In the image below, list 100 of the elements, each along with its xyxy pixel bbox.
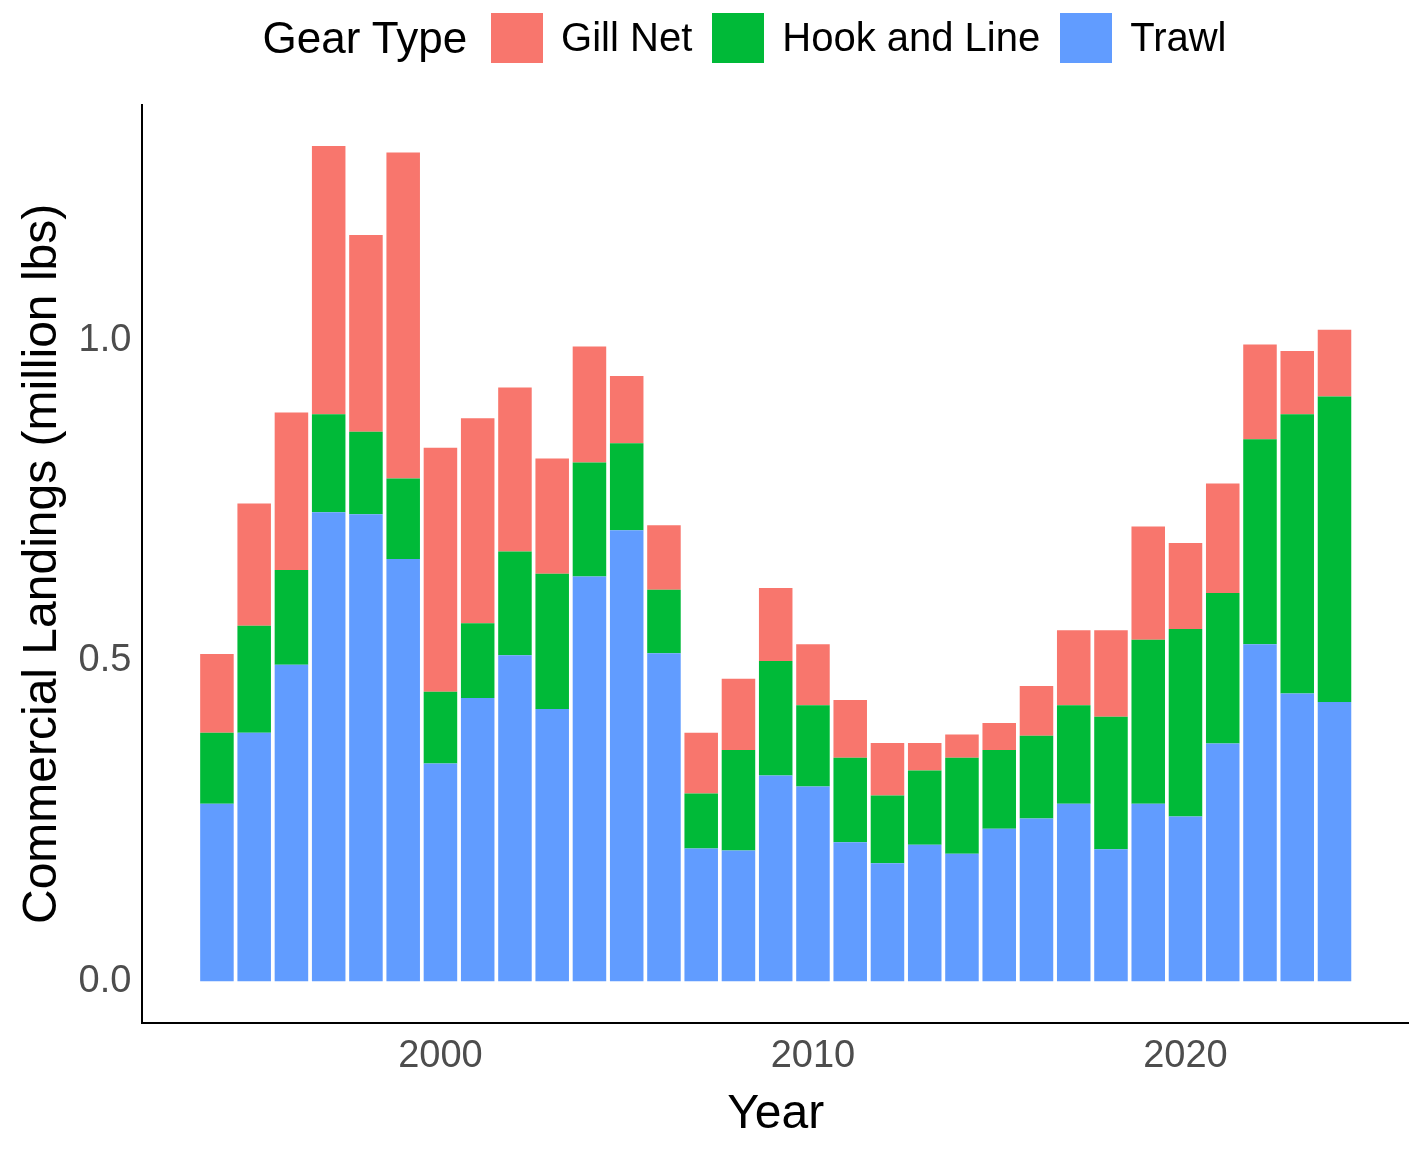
bar bbox=[609, 530, 644, 982]
bar bbox=[1317, 329, 1352, 397]
bar bbox=[423, 691, 458, 764]
bar bbox=[609, 375, 644, 444]
bar bbox=[1094, 716, 1128, 850]
bar bbox=[498, 387, 532, 552]
bar bbox=[796, 705, 830, 787]
bar bbox=[423, 447, 458, 692]
bar bbox=[1168, 628, 1203, 817]
bar bbox=[460, 623, 495, 699]
bar bbox=[1280, 414, 1315, 694]
bar bbox=[1243, 644, 1277, 982]
bar bbox=[796, 786, 830, 982]
bar bbox=[721, 850, 756, 982]
x-axis-title: Year bbox=[727, 1085, 825, 1139]
bar bbox=[870, 742, 905, 796]
bar bbox=[1205, 483, 1240, 594]
bar bbox=[1243, 439, 1277, 645]
bar bbox=[349, 235, 383, 432]
bar bbox=[684, 848, 718, 982]
bar bbox=[982, 828, 1016, 982]
bar bbox=[1056, 630, 1091, 706]
bar bbox=[311, 414, 346, 513]
bar bbox=[386, 559, 420, 982]
bar bbox=[945, 853, 979, 982]
bar bbox=[982, 749, 1016, 829]
bar bbox=[1168, 543, 1203, 629]
bar bbox=[460, 418, 495, 624]
bar bbox=[907, 844, 942, 982]
bar bbox=[647, 589, 681, 654]
bar bbox=[1168, 816, 1203, 982]
bar bbox=[833, 700, 867, 758]
bar bbox=[311, 145, 346, 415]
bar bbox=[1094, 630, 1128, 717]
bar bbox=[758, 775, 793, 982]
x-tick-label: 2010 bbox=[770, 1033, 856, 1076]
bar bbox=[945, 757, 979, 854]
bar bbox=[647, 653, 681, 982]
legend-label: Trawl bbox=[1130, 15, 1227, 60]
y-tick-label: 0.0 bbox=[78, 957, 132, 1000]
x-tick-label: 2000 bbox=[398, 1033, 483, 1076]
bar bbox=[684, 793, 718, 849]
bar bbox=[758, 660, 793, 776]
bar bbox=[274, 412, 309, 570]
bar bbox=[1317, 701, 1352, 982]
bar bbox=[572, 346, 607, 463]
bar bbox=[498, 551, 532, 656]
bar bbox=[1280, 693, 1315, 982]
bar bbox=[1019, 735, 1054, 819]
bar bbox=[237, 625, 271, 733]
bar bbox=[1131, 803, 1165, 982]
bar bbox=[758, 587, 793, 661]
bar bbox=[200, 803, 234, 982]
bar bbox=[423, 763, 458, 982]
bar bbox=[200, 732, 234, 804]
bar bbox=[833, 757, 867, 843]
bar bbox=[870, 863, 905, 982]
bar bbox=[1131, 526, 1165, 640]
bar bbox=[1205, 593, 1240, 744]
bar bbox=[721, 678, 756, 750]
bar bbox=[460, 698, 495, 982]
bar bbox=[535, 708, 569, 982]
bar bbox=[796, 644, 830, 706]
bar bbox=[349, 431, 383, 515]
bar bbox=[1056, 803, 1091, 982]
legend-title: Gear Type bbox=[262, 12, 468, 63]
bar bbox=[386, 152, 420, 479]
bar bbox=[1131, 639, 1165, 804]
bar bbox=[237, 503, 271, 626]
bar bbox=[349, 514, 383, 982]
bar bbox=[833, 842, 867, 982]
bar bbox=[274, 664, 309, 982]
bar bbox=[1205, 743, 1240, 982]
bar bbox=[200, 653, 234, 733]
x-tick-label: 2020 bbox=[1143, 1033, 1228, 1076]
bar bbox=[870, 795, 905, 864]
bar bbox=[386, 478, 420, 560]
bar bbox=[945, 734, 979, 758]
bar bbox=[311, 512, 346, 982]
bar bbox=[609, 443, 644, 531]
bar bbox=[535, 458, 569, 574]
legend-label: Gill Net bbox=[561, 15, 693, 60]
bar bbox=[1094, 849, 1128, 982]
y-tick-label: 0.5 bbox=[78, 637, 132, 680]
bar bbox=[1280, 350, 1315, 415]
bar bbox=[572, 462, 607, 577]
bar bbox=[498, 655, 532, 982]
bar bbox=[684, 732, 718, 794]
bar bbox=[535, 573, 569, 709]
bar bbox=[907, 742, 942, 771]
bar bbox=[907, 770, 942, 845]
bar bbox=[721, 749, 756, 851]
y-axis-title: Commercial Landings (million lbs) bbox=[13, 203, 67, 925]
bar bbox=[237, 732, 271, 982]
bar bbox=[1019, 818, 1054, 982]
bar bbox=[274, 569, 309, 665]
bar bbox=[1243, 344, 1277, 440]
bar bbox=[647, 525, 681, 590]
legend-label: Hook and Line bbox=[782, 15, 1041, 60]
y-tick-label: 1.0 bbox=[78, 317, 132, 360]
